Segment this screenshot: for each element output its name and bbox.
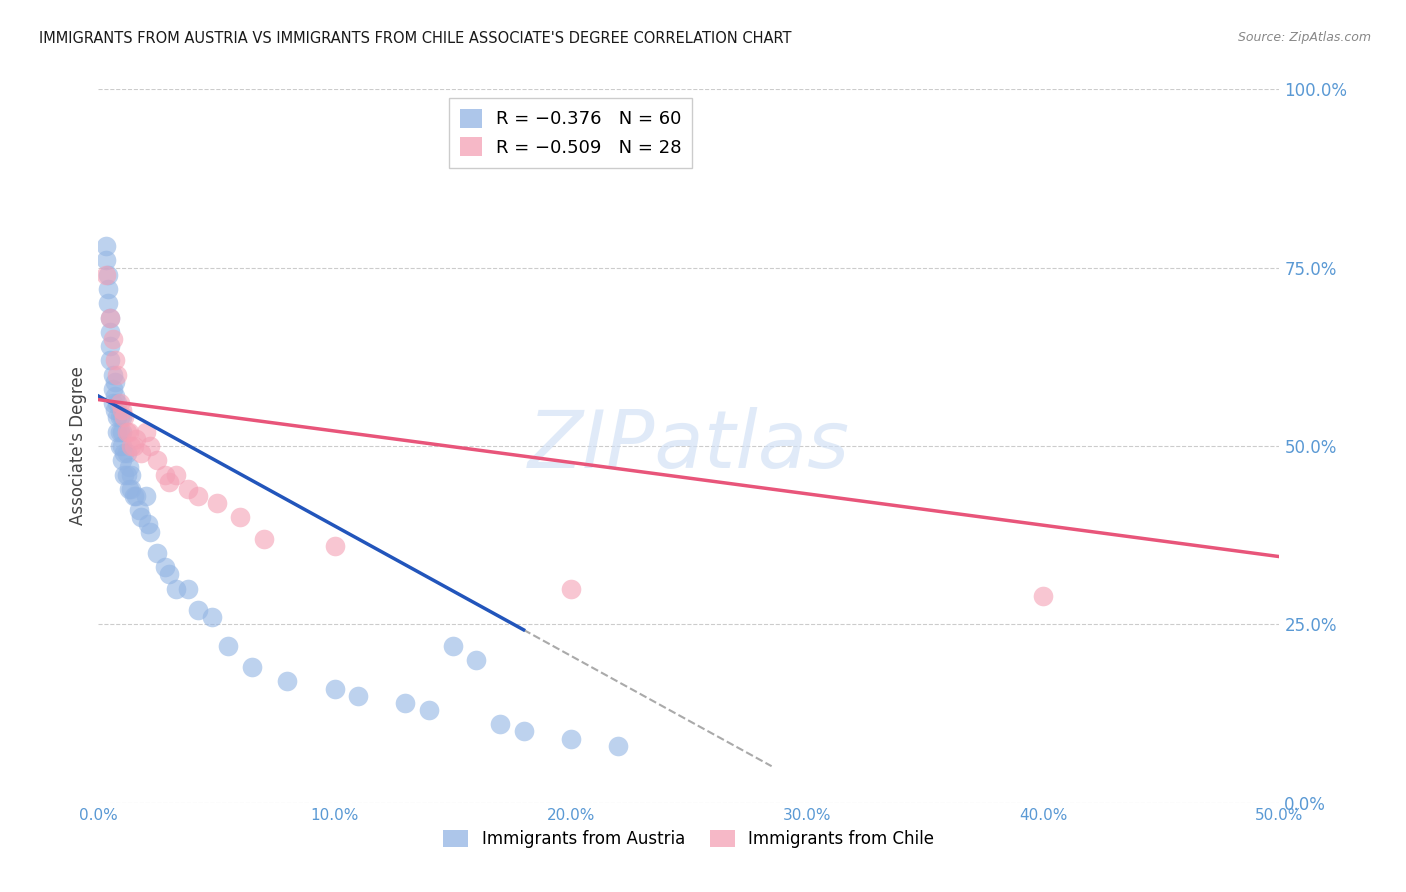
Text: Source: ZipAtlas.com: Source: ZipAtlas.com [1237, 31, 1371, 45]
Point [121, 482, 143, 496]
Point [177, 582, 200, 596]
Point [153, 467, 176, 482]
Point [217, 639, 239, 653]
Point [122, 489, 145, 503]
Point [101, 396, 124, 410]
Point [187, 489, 209, 503]
Text: ZIPatlas: ZIPatlas [527, 407, 851, 485]
Point [108, 396, 131, 410]
Text: IMMIGRANTS FROM AUSTRIA VS IMMIGRANTS FROM CHILE ASSOCIATE'S DEGREE CORRELATION : IMMIGRANTS FROM AUSTRIA VS IMMIGRANTS FR… [39, 31, 792, 46]
Point [118, 425, 141, 439]
Point [111, 453, 134, 467]
Point [125, 432, 148, 446]
Point [489, 717, 512, 731]
Point [323, 681, 346, 696]
Point [165, 467, 187, 482]
Point [98, 353, 121, 368]
Point [101, 332, 124, 346]
Point [98, 325, 121, 339]
Point [139, 439, 162, 453]
Point [560, 731, 582, 746]
Point [98, 310, 121, 325]
Legend: Immigrants from Austria, Immigrants from Chile: Immigrants from Austria, Immigrants from… [437, 823, 941, 855]
Point [112, 410, 135, 425]
Point [118, 460, 141, 475]
Point [111, 403, 134, 417]
Point [187, 603, 209, 617]
Point [347, 689, 370, 703]
Point [111, 410, 134, 425]
Point [112, 446, 135, 460]
Point [465, 653, 488, 667]
Point [394, 696, 416, 710]
Point [105, 425, 128, 439]
Point [128, 503, 150, 517]
Point [139, 524, 162, 539]
Point [121, 467, 143, 482]
Point [607, 739, 630, 753]
Point [240, 660, 263, 674]
Point [135, 425, 157, 439]
Point [129, 446, 152, 460]
Point [135, 489, 157, 503]
Point [115, 425, 138, 439]
Point [512, 724, 534, 739]
Point [441, 639, 464, 653]
Point [146, 546, 169, 560]
Point [104, 353, 127, 368]
Point [146, 453, 169, 467]
Point [104, 375, 127, 389]
Point [157, 475, 180, 489]
Point [108, 439, 131, 453]
Point [125, 489, 148, 503]
Point [560, 582, 582, 596]
Point [205, 496, 228, 510]
Point [1032, 589, 1054, 603]
Point [97, 268, 120, 282]
Point [105, 410, 128, 425]
Point [153, 560, 176, 574]
Point [94, 268, 117, 282]
Point [253, 532, 276, 546]
Point [121, 439, 143, 453]
Point [97, 282, 120, 296]
Point [105, 396, 128, 410]
Point [101, 382, 124, 396]
Point [165, 582, 187, 596]
Point [115, 446, 138, 460]
Point [201, 610, 224, 624]
Point [129, 510, 152, 524]
Point [111, 439, 134, 453]
Point [177, 482, 200, 496]
Point [111, 425, 134, 439]
Point [122, 439, 145, 453]
Point [105, 368, 128, 382]
Point [101, 368, 124, 382]
Point [323, 539, 346, 553]
Point [98, 339, 121, 353]
Point [94, 253, 117, 268]
Point [98, 310, 121, 325]
Point [418, 703, 440, 717]
Point [108, 425, 131, 439]
Point [104, 403, 127, 417]
Point [104, 389, 127, 403]
Y-axis label: Associate's Degree: Associate's Degree [69, 367, 87, 525]
Point [276, 674, 298, 689]
Point [108, 410, 131, 425]
Point [157, 567, 180, 582]
Point [118, 482, 141, 496]
Point [97, 296, 120, 310]
Point [136, 517, 159, 532]
Point [94, 239, 117, 253]
Point [115, 467, 138, 482]
Point [112, 467, 135, 482]
Point [229, 510, 252, 524]
